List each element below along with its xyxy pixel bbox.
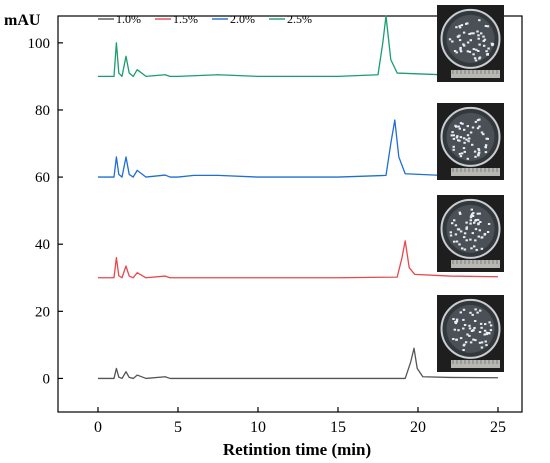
y-tick-label: 60 — [35, 170, 50, 186]
series-layer — [98, 15, 499, 380]
legend-label-4: 2.5% — [287, 12, 312, 26]
series-line-3 — [98, 119, 499, 178]
x-tick-label: 10 — [250, 419, 266, 436]
petri-dish-image-4 — [437, 295, 504, 372]
x-axis-label: Retintion time (min) — [223, 440, 371, 459]
series-line-2 — [98, 240, 499, 279]
y-tick-label: 80 — [35, 103, 50, 119]
y-tick-label: 100 — [28, 36, 51, 52]
y-tick-label: 20 — [35, 304, 50, 320]
series-line-4 — [98, 15, 499, 78]
legend-label-2: 1.5% — [173, 12, 198, 26]
legend: 1.0% 1.5% 2.0% 2.5% — [98, 12, 312, 26]
x-tick-label: 20 — [410, 419, 426, 436]
inset-images-layer — [437, 5, 504, 372]
petri-dish-image-3 — [437, 195, 504, 272]
legend-label-1: 1.0% — [116, 12, 141, 26]
x-tick-label: 0 — [94, 419, 102, 436]
x-tick-label: 5 — [174, 419, 182, 436]
plot-frame — [57, 15, 523, 413]
y-tick-label: 0 — [43, 371, 51, 387]
legend-label-3: 2.0% — [230, 12, 255, 26]
y-axis-label: mAU — [4, 12, 41, 29]
x-tick-label: 15 — [330, 419, 346, 436]
series-line-1 — [98, 347, 499, 380]
y-tick-label: 40 — [35, 237, 50, 253]
plot-content — [98, 5, 504, 380]
x-tick-label: 25 — [490, 419, 506, 436]
petri-dish-image-2 — [437, 103, 504, 180]
petri-dish-image-1 — [437, 5, 504, 82]
axes-layer: 0 5 10 15 20 25 0 20 40 60 80 100 — [28, 36, 507, 436]
